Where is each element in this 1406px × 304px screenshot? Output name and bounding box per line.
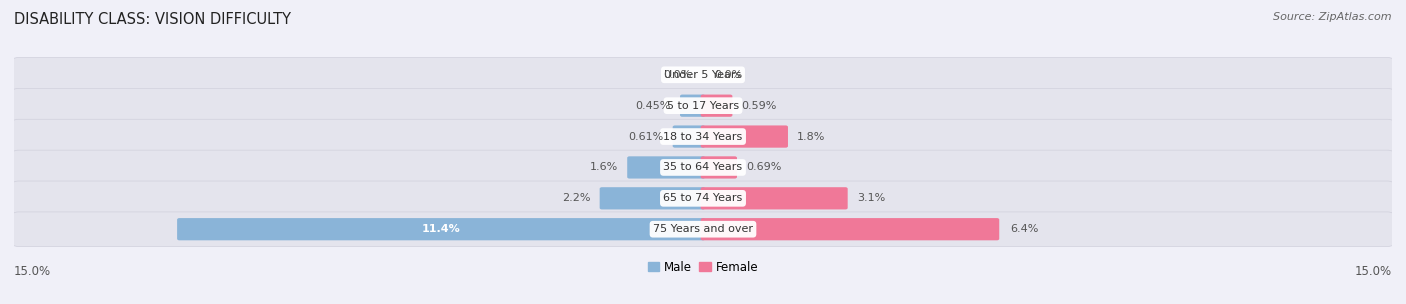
Text: 0.0%: 0.0%	[664, 70, 692, 80]
FancyBboxPatch shape	[700, 156, 737, 178]
Text: 5 to 17 Years: 5 to 17 Years	[666, 101, 740, 111]
FancyBboxPatch shape	[599, 187, 706, 209]
Text: 11.4%: 11.4%	[422, 224, 461, 234]
FancyBboxPatch shape	[11, 88, 1395, 123]
Text: 75 Years and over: 75 Years and over	[652, 224, 754, 234]
FancyBboxPatch shape	[11, 212, 1395, 247]
Text: 6.4%: 6.4%	[1011, 224, 1039, 234]
Text: DISABILITY CLASS: VISION DIFFICULTY: DISABILITY CLASS: VISION DIFFICULTY	[14, 12, 291, 27]
Text: 0.0%: 0.0%	[714, 70, 742, 80]
Text: 0.61%: 0.61%	[628, 132, 664, 142]
FancyBboxPatch shape	[700, 95, 733, 117]
Text: 0.69%: 0.69%	[747, 162, 782, 172]
FancyBboxPatch shape	[700, 218, 1000, 240]
FancyBboxPatch shape	[11, 150, 1395, 185]
FancyBboxPatch shape	[700, 187, 848, 209]
Text: Under 5 Years: Under 5 Years	[665, 70, 741, 80]
FancyBboxPatch shape	[177, 218, 706, 240]
Text: Source: ZipAtlas.com: Source: ZipAtlas.com	[1274, 12, 1392, 22]
Legend: Male, Female: Male, Female	[643, 256, 763, 278]
Text: 0.45%: 0.45%	[636, 101, 671, 111]
Text: 2.2%: 2.2%	[562, 193, 591, 203]
Text: 18 to 34 Years: 18 to 34 Years	[664, 132, 742, 142]
FancyBboxPatch shape	[627, 156, 706, 178]
FancyBboxPatch shape	[700, 126, 787, 148]
FancyBboxPatch shape	[681, 95, 706, 117]
Text: 65 to 74 Years: 65 to 74 Years	[664, 193, 742, 203]
Text: 15.0%: 15.0%	[14, 265, 51, 278]
Text: 35 to 64 Years: 35 to 64 Years	[664, 162, 742, 172]
FancyBboxPatch shape	[11, 181, 1395, 216]
FancyBboxPatch shape	[672, 126, 706, 148]
Text: 15.0%: 15.0%	[1355, 265, 1392, 278]
Text: 3.1%: 3.1%	[856, 193, 886, 203]
Text: 1.8%: 1.8%	[797, 132, 825, 142]
Text: 1.6%: 1.6%	[589, 162, 619, 172]
Text: 0.59%: 0.59%	[741, 101, 778, 111]
FancyBboxPatch shape	[11, 119, 1395, 154]
FancyBboxPatch shape	[11, 57, 1395, 92]
